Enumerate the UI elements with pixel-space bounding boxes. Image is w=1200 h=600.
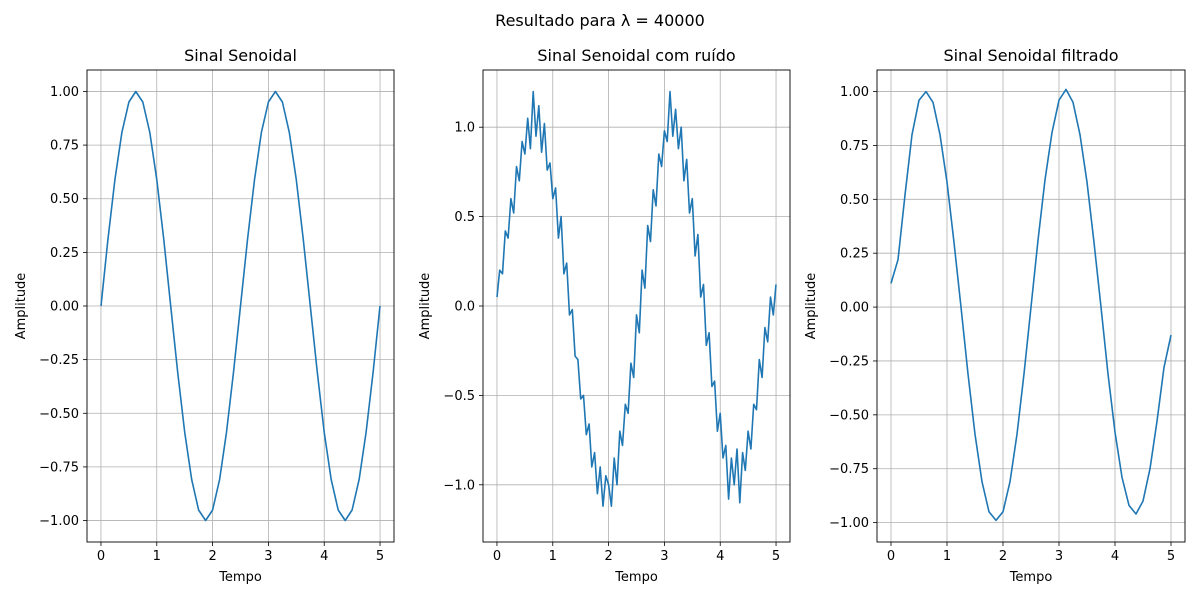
plot-title: Sinal Senoidal com ruído [537,46,735,65]
y-axis-label: Amplitude [418,273,433,340]
x-tick-label: 0 [887,549,895,564]
y-tick-label: −0.75 [39,460,79,475]
x-tick-label: 1 [153,549,161,564]
y-tick-label: 0.25 [50,246,79,261]
series-line [496,90,777,508]
y-tick-label: 0.50 [50,192,79,207]
y-tick-label: 0.00 [50,300,79,315]
x-tick-label: 3 [1055,549,1063,564]
series-line [890,88,1172,522]
grid-lines [877,70,1185,542]
x-tick-label: 1 [943,549,951,564]
plot-sinal-senoidal-com-ruido: 0 1 2 3 4 5 −1.0 −0.5 0.0 0.5 1.0 Sinal Senoidal … [418,46,791,585]
grid-lines [483,70,790,542]
x-tick-label: 3 [660,549,668,564]
x-ticks: 0 1 2 3 4 5 [887,542,1175,564]
x-tick-label: 2 [208,549,216,564]
y-tick-label: −0.5 [443,389,475,404]
y-tick-label: −0.25 [829,354,869,369]
y-tick-label: 0.50 [840,193,869,208]
y-tick-label: −0.50 [829,408,869,423]
y-ticks: −1.0 −0.5 0.0 0.5 1.0 [443,121,483,493]
y-ticks: −1.00 −0.75 −0.50 −0.25 0.00 0.25 0.50 0.75 1.00 [39,85,87,529]
y-tick-label: −0.50 [39,407,79,422]
y-tick-label: −1.0 [443,478,475,493]
x-tick-label: 4 [1111,549,1119,564]
grid-lines [87,70,394,542]
y-ticks: −1.00 −0.75 −0.50 −0.25 0.00 0.25 0.50 0.75 1.00 [829,85,877,531]
y-tick-label: 0.25 [840,247,869,262]
y-tick-label: 1.00 [840,85,869,100]
x-tick-label: 2 [999,549,1007,564]
y-tick-label: 1.0 [454,121,475,136]
y-tick-label: 0.00 [840,301,869,316]
plot-sinal-senoidal-filtrado: 0 1 2 3 4 5 −1.00 −0.75 −0.50 −0.25 0.00 0.25 0.50 0… [804,46,1186,585]
y-axis-label: Amplitude [804,273,819,340]
x-tick-label: 4 [320,549,328,564]
y-tick-label: 0.0 [454,300,475,315]
x-tick-label: 3 [264,549,272,564]
x-tick-label: 2 [604,549,612,564]
series-line [100,90,381,522]
x-axis-label: Tempo [614,570,658,585]
y-tick-label: 1.00 [50,85,79,100]
y-tick-label: 0.75 [50,139,79,154]
y-tick-label: −1.00 [39,514,79,529]
axes-frame [876,69,1186,543]
x-axis-label: Tempo [218,570,262,585]
x-ticks: 0 1 2 3 4 5 [493,542,780,564]
x-tick-label: 5 [1167,549,1175,564]
y-tick-label: 0.75 [840,139,869,154]
x-tick-label: 0 [97,549,105,564]
plot-title: Sinal Senoidal [184,46,297,65]
x-tick-label: 5 [376,549,384,564]
x-tick-label: 0 [493,549,501,564]
y-tick-label: −0.75 [829,462,869,477]
y-axis-label: Amplitude [14,273,29,340]
x-tick-label: 4 [716,549,724,564]
x-axis-label: Tempo [1009,570,1053,585]
x-tick-label: 5 [772,549,780,564]
y-tick-label: 0.5 [454,210,475,225]
y-tick-label: −1.00 [829,516,869,531]
figure-suptitle: Resultado para λ = 40000 [495,11,705,30]
plot-title: Sinal Senoidal filtrado [943,46,1118,65]
y-tick-label: −0.25 [39,353,79,368]
x-ticks: 0 1 2 3 4 5 [97,542,384,564]
x-tick-label: 1 [549,549,557,564]
plot-sinal-senoidal: 0 1 2 3 4 5 −1.00 −0.75 −0.50 −0.25 0.00 0.25 0.50 0… [14,46,395,585]
